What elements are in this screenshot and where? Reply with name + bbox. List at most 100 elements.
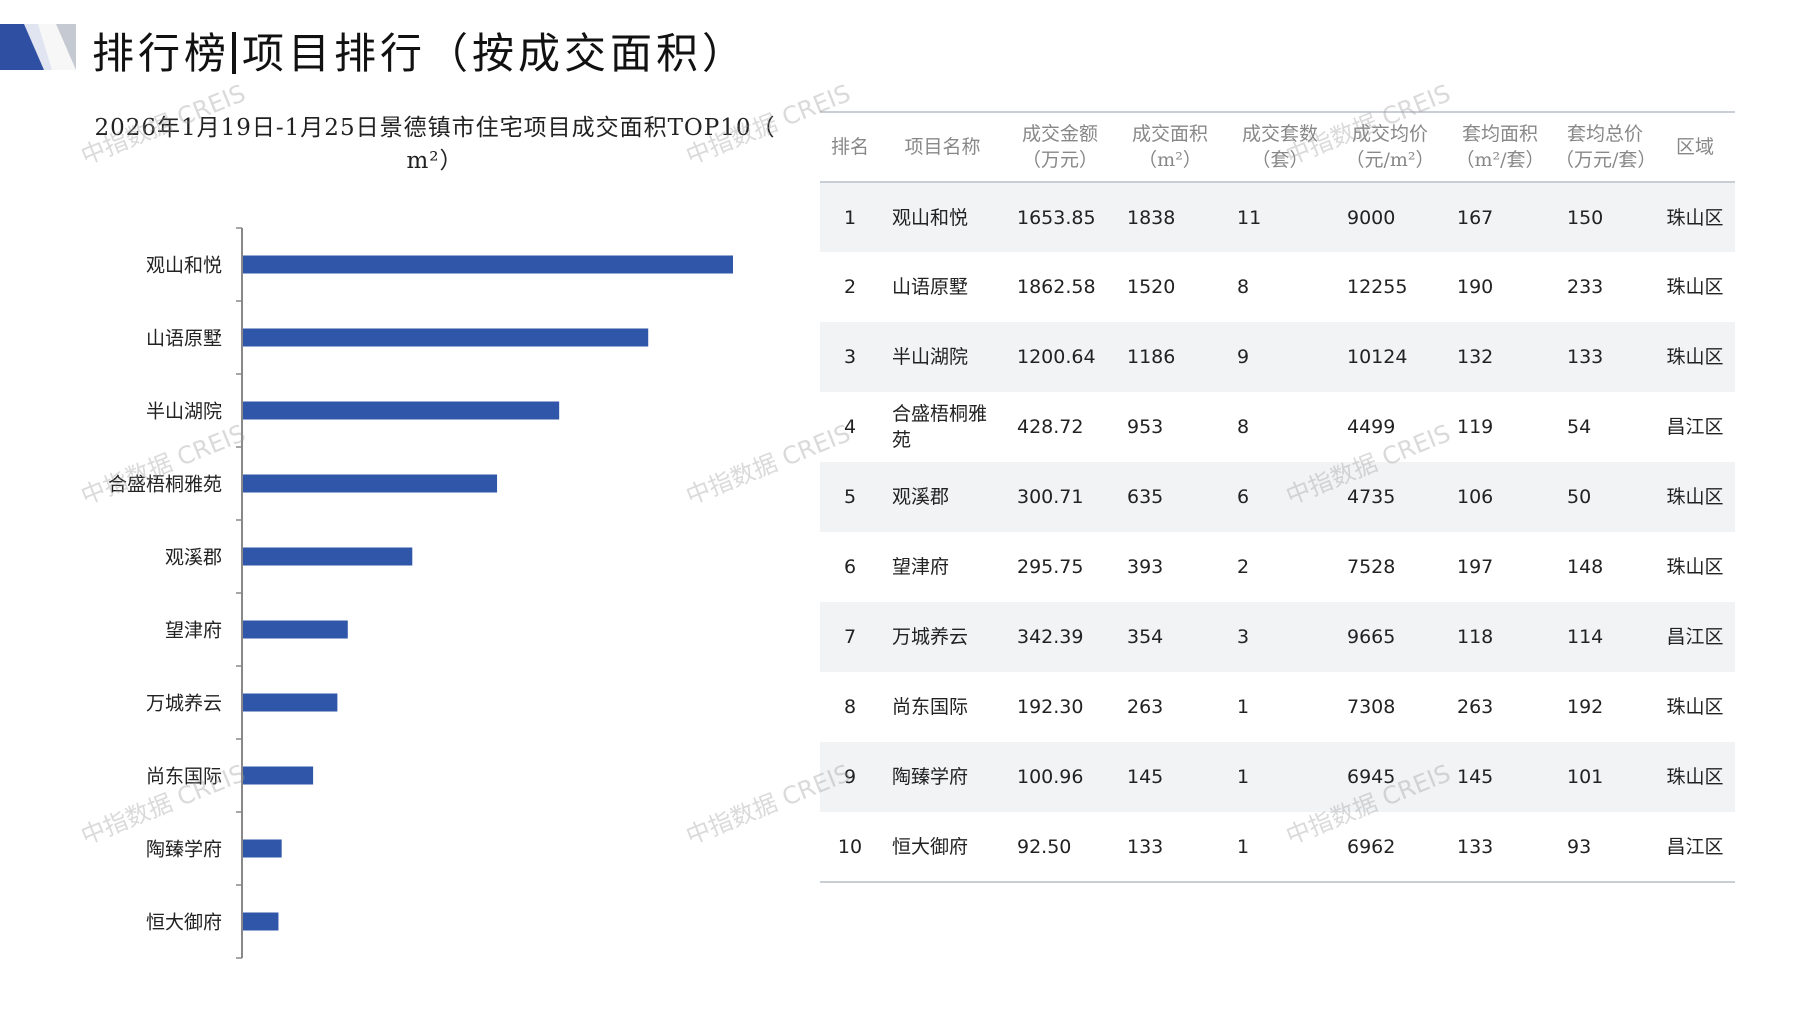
rank-cell: 1: [843, 206, 857, 229]
column-header: 项目名称: [880, 112, 1005, 182]
category-label: 观山和悦: [146, 255, 222, 277]
amount-cell: 1653.85: [1017, 206, 1096, 229]
category-label: 尚东国际: [146, 766, 222, 788]
avg-price-cell: 12255: [1347, 276, 1408, 298]
units-cell: 3: [1237, 626, 1250, 648]
column-header: 成交面积 （m²）: [1115, 112, 1225, 182]
district-cell: 昌江区: [1666, 835, 1724, 858]
avg-total-cell: 114: [1567, 626, 1604, 648]
project-name-cell: 望津府: [892, 556, 950, 578]
project-name-cell: 半山湖院: [892, 346, 969, 368]
avg-area-cell: 145: [1457, 766, 1494, 788]
table-row: 8 尚东国际 192.30 263 1 7308 263 192 珠山区: [820, 672, 1735, 742]
district-cell: 珠山区: [1666, 556, 1724, 578]
table-row: 1 观山和悦 1653.85 1838 11 9000 167 150 珠山区: [820, 182, 1735, 252]
column-header-line2: （万元）: [1021, 149, 1098, 171]
project-name-cell: 尚东国际: [892, 696, 969, 718]
avg-price-cell: 4499: [1347, 416, 1396, 438]
table-row: 4 合盛梧桐雅苑 428.72 953 8 4499 119 54 昌江区: [820, 392, 1735, 462]
amount-cell: 192.30: [1017, 696, 1084, 718]
bar: [243, 328, 649, 347]
amount-cell: 295.75: [1017, 556, 1084, 578]
rank-cell: 8: [843, 696, 857, 718]
avg-price-cell: 9000: [1347, 206, 1396, 229]
district-cell: 珠山区: [1666, 276, 1724, 298]
area-cell: 1520: [1127, 276, 1176, 298]
category-label: 山语原墅: [146, 328, 222, 350]
avg-area-cell: 133: [1457, 835, 1494, 858]
rank-cell: 10: [837, 835, 863, 858]
bar: [243, 401, 560, 420]
column-header: 成交套数 （套）: [1225, 112, 1335, 182]
chart-title-line2: m²）: [406, 148, 464, 174]
units-cell: 8: [1237, 276, 1250, 298]
category-label: 万城养云: [146, 693, 222, 715]
avg-price-cell: 6945: [1347, 766, 1396, 788]
column-header-line2: （m²）: [1138, 149, 1202, 171]
district-cell: 昌江区: [1666, 626, 1724, 648]
bar: [243, 839, 282, 858]
avg-price-cell: 7528: [1347, 556, 1396, 578]
amount-cell: 300.71: [1017, 486, 1084, 508]
bar: [243, 620, 348, 639]
project-name-cell: 观山和悦: [892, 206, 969, 229]
column-header-line1: 成交面积: [1131, 123, 1208, 145]
project-name-cell: 陶臻学府: [892, 766, 969, 788]
table-row: 6 望津府 295.75 393 2 7528 197 148 珠山区: [820, 532, 1735, 602]
page-title-left: 排行榜: [92, 29, 231, 78]
amount-cell: 428.72: [1017, 416, 1084, 438]
district-cell: 珠山区: [1666, 206, 1724, 229]
district-cell: 珠山区: [1666, 486, 1724, 508]
avg-total-cell: 93: [1567, 835, 1592, 858]
column-header-line1: 成交金额: [1021, 123, 1098, 145]
bar: [243, 693, 338, 712]
column-header: 区域: [1655, 112, 1735, 182]
column-header-line2: （m²/套）: [1455, 149, 1545, 171]
rank-cell: 6: [843, 556, 857, 578]
amount-cell: 100.96: [1017, 766, 1084, 788]
project-name-cell: 合盛梧桐雅苑: [892, 403, 988, 451]
chart-title-line1: 2026年1月19日-1月25日景德镇市住宅项目成交面积TOP10（: [94, 115, 776, 141]
bar: [243, 547, 413, 566]
project-name-cell: 观溪郡: [892, 486, 950, 508]
category-label: 观溪郡: [165, 547, 222, 569]
project-name-cell: 山语原墅: [892, 276, 969, 298]
amount-cell: 1200.64: [1017, 346, 1096, 368]
rank-cell: 9: [843, 766, 857, 788]
column-header-line2: （元/m²）: [1345, 149, 1435, 171]
column-header: 排名: [820, 112, 880, 182]
column-header: 成交金额 （万元）: [1005, 112, 1115, 182]
avg-area-cell: 106: [1457, 486, 1494, 508]
amount-cell: 92.50: [1017, 835, 1072, 858]
units-cell: 8: [1237, 416, 1250, 438]
column-header: 套均总价 （万元/套）: [1555, 112, 1656, 182]
column-header-line1: 成交套数: [1241, 123, 1318, 145]
avg-total-cell: 150: [1567, 206, 1604, 229]
units-cell: 1: [1237, 696, 1250, 718]
project-name-cell: 万城养云: [892, 626, 969, 648]
project-name-cell: 恒大御府: [892, 835, 969, 858]
area-cell: 1186: [1127, 346, 1176, 368]
avg-area-cell: 118: [1457, 626, 1494, 648]
header-logo-mark: [0, 24, 76, 70]
bar: [243, 912, 279, 931]
area-cell: 354: [1127, 626, 1164, 648]
avg-area-cell: 190: [1457, 276, 1494, 298]
table-row: 5 观溪郡 300.71 635 6 4735 106 50 珠山区: [820, 462, 1735, 532]
table-row: 3 半山湖院 1200.64 1186 9 10124 132 133 珠山区: [820, 322, 1735, 392]
category-label: 合盛梧桐雅苑: [108, 474, 222, 496]
rank-cell: 7: [843, 626, 857, 648]
avg-price-cell: 7308: [1347, 696, 1396, 718]
table-row: 7 万城养云 342.39 354 3 9665 118 114 昌江区: [820, 602, 1735, 672]
avg-total-cell: 233: [1567, 276, 1604, 298]
avg-total-cell: 54: [1567, 416, 1592, 438]
ranking-table-wrap: 排名 项目名称 成交金额 （万元） 成交面积 （m²） 成交套数 （套） 成交均价 （元/m²） 套…: [820, 111, 1735, 883]
ranking-table: 排名 项目名称 成交金额 （万元） 成交面积 （m²） 成交套数 （套） 成交均价 （元/m²） 套…: [820, 111, 1735, 883]
column-header-line2: （套）: [1251, 149, 1309, 171]
column-header: 套均面积 （m²/套）: [1445, 112, 1555, 182]
avg-area-cell: 167: [1457, 206, 1494, 229]
bar: [243, 255, 733, 274]
area-cell: 145: [1127, 766, 1164, 788]
avg-total-cell: 101: [1567, 766, 1604, 788]
units-cell: 9: [1237, 346, 1250, 368]
